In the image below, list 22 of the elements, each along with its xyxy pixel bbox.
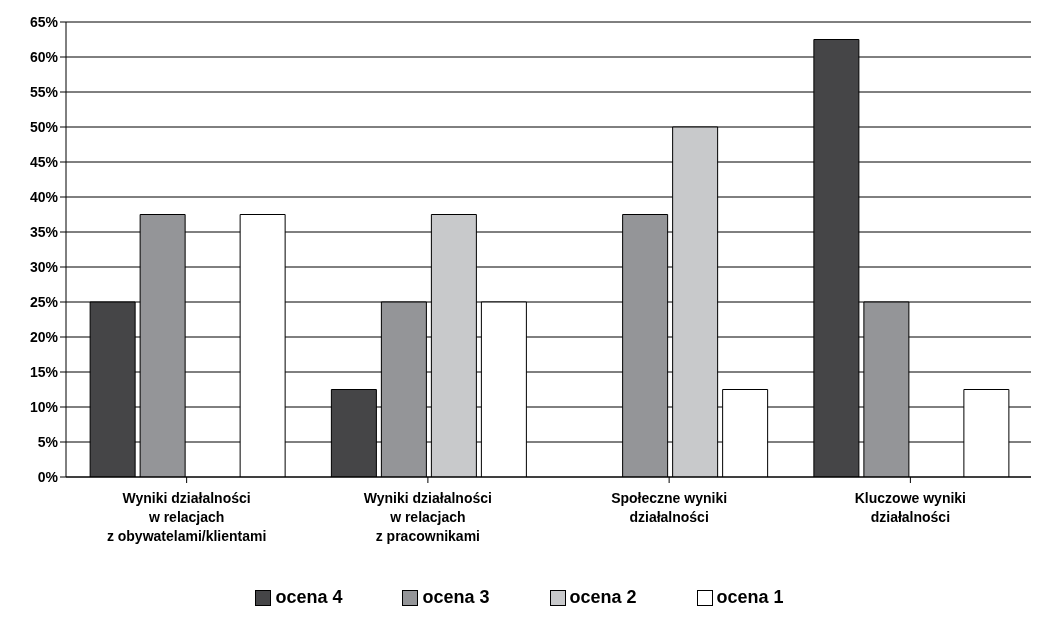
y-tick-label: 45% <box>29 153 59 170</box>
y-tick-label: 30% <box>29 258 59 275</box>
y-tick-label: 60% <box>29 48 59 65</box>
legend-label: ocena 4 <box>275 587 343 608</box>
legend-label: ocena 2 <box>569 587 637 608</box>
y-tick-label: 10% <box>29 398 59 415</box>
y-tick-label: 50% <box>29 118 59 135</box>
y-tick-label: 55% <box>29 83 59 100</box>
y-tick-label: 25% <box>29 293 59 310</box>
x-tick-label: Wyniki działalności w relacjach z pracownikami <box>363 490 492 544</box>
y-tick-label: 20% <box>29 328 59 345</box>
x-tick-label: Wyniki działalności w relacjach z obywatelami/klientami <box>106 490 267 544</box>
x-tick-label: Społeczne wyniki działalności <box>611 490 728 525</box>
x-tick-label: Kluczowe wyniki działalności <box>854 490 966 525</box>
y-tick-label: 40% <box>29 188 59 205</box>
legend-label: ocena 3 <box>422 587 490 608</box>
y-tick-label: 15% <box>29 363 59 380</box>
y-tick-label: 0% <box>37 468 59 485</box>
y-tick-label: 5% <box>37 433 59 450</box>
y-tick-label: 65% <box>29 13 59 30</box>
y-tick-label: 35% <box>29 223 59 240</box>
legend-label: ocena 1 <box>716 587 784 608</box>
